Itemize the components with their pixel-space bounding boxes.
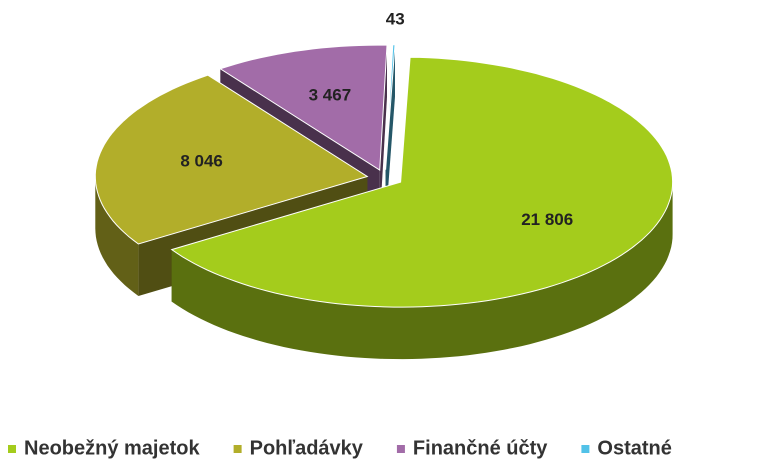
slice-top xyxy=(385,44,396,170)
slice-top xyxy=(170,56,674,308)
slice-cut-face xyxy=(379,45,387,223)
slice-side xyxy=(171,182,673,360)
slice xyxy=(385,44,396,222)
slice-side xyxy=(95,176,139,296)
slice xyxy=(170,56,674,360)
data-label: 43 xyxy=(386,10,405,29)
slice-top xyxy=(94,74,369,245)
legend-swatch xyxy=(396,445,405,453)
legend-label: Finančné účty xyxy=(413,437,548,459)
data-label: 21 806 xyxy=(521,210,573,229)
legend-swatch xyxy=(233,445,242,453)
legend-swatch xyxy=(8,445,16,453)
slice-top xyxy=(219,44,388,171)
legend-swatch xyxy=(581,445,590,453)
slice-cut-face xyxy=(385,44,395,222)
data-label: 3 467 xyxy=(309,86,352,105)
legend-label: Pohľadávky xyxy=(250,437,364,459)
legend-label: Neobežný majetok xyxy=(24,437,200,459)
data-label: 8 046 xyxy=(180,152,223,171)
legend-label: Ostatné xyxy=(597,437,671,459)
